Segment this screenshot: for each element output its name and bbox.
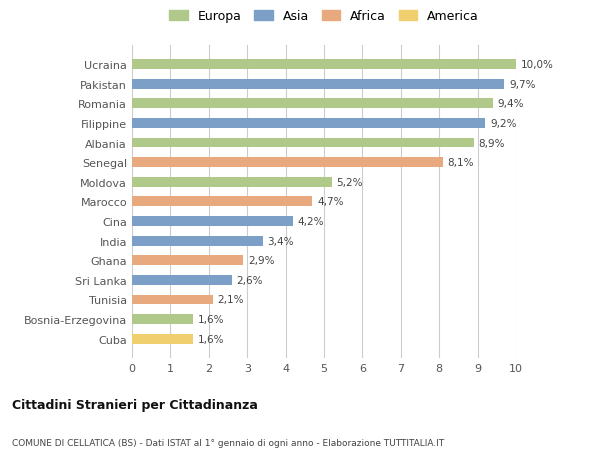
- Text: 8,9%: 8,9%: [478, 138, 505, 148]
- Text: 2,9%: 2,9%: [248, 256, 274, 266]
- Bar: [132, 314, 193, 324]
- Bar: [132, 178, 332, 187]
- Text: 5,2%: 5,2%: [336, 177, 363, 187]
- Text: 9,7%: 9,7%: [509, 79, 536, 90]
- Bar: [132, 80, 505, 90]
- Bar: [132, 60, 516, 70]
- Text: 4,2%: 4,2%: [298, 217, 325, 227]
- Bar: [132, 138, 474, 148]
- Bar: [132, 295, 212, 305]
- Text: Cittadini Stranieri per Cittadinanza: Cittadini Stranieri per Cittadinanza: [12, 398, 258, 412]
- Legend: Europa, Asia, Africa, America: Europa, Asia, Africa, America: [165, 7, 483, 27]
- Bar: [132, 99, 493, 109]
- Text: 1,6%: 1,6%: [198, 334, 224, 344]
- Bar: [132, 256, 244, 266]
- Bar: [132, 197, 313, 207]
- Bar: [132, 158, 443, 168]
- Bar: [132, 334, 193, 344]
- Text: 10,0%: 10,0%: [521, 60, 553, 70]
- Text: 4,7%: 4,7%: [317, 197, 344, 207]
- Text: 1,6%: 1,6%: [198, 314, 224, 325]
- Bar: [132, 236, 263, 246]
- Bar: [132, 275, 232, 285]
- Text: 2,6%: 2,6%: [236, 275, 263, 285]
- Text: COMUNE DI CELLATICA (BS) - Dati ISTAT al 1° gennaio di ogni anno - Elaborazione : COMUNE DI CELLATICA (BS) - Dati ISTAT al…: [12, 438, 444, 447]
- Bar: [132, 119, 485, 129]
- Text: 2,1%: 2,1%: [217, 295, 244, 305]
- Text: 8,1%: 8,1%: [448, 158, 474, 168]
- Bar: [132, 217, 293, 226]
- Text: 9,2%: 9,2%: [490, 119, 517, 129]
- Text: 3,4%: 3,4%: [267, 236, 293, 246]
- Text: 9,4%: 9,4%: [497, 99, 524, 109]
